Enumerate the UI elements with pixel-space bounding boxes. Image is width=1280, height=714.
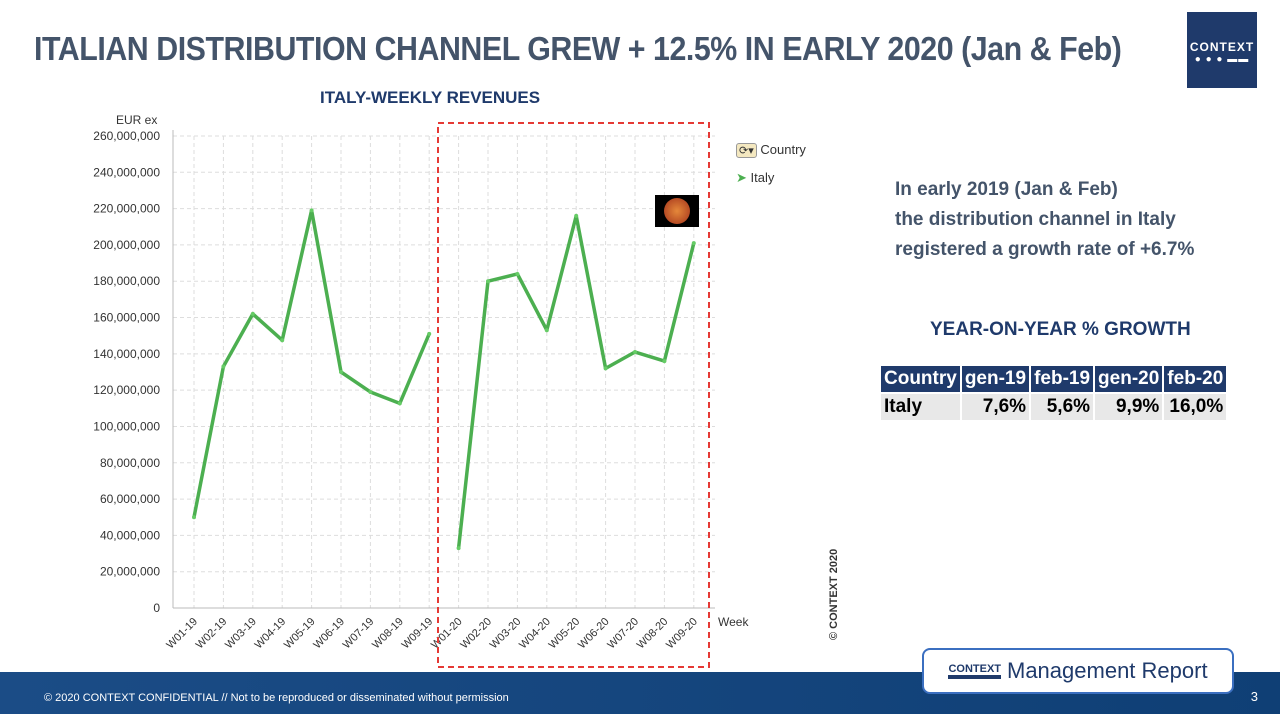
data-point <box>192 515 196 520</box>
x-tick-label: W01-20 <box>429 616 465 652</box>
data-point <box>515 271 520 276</box>
series-marker-icon: ➤ <box>736 170 747 185</box>
x-tick-label: W02-19 <box>194 616 230 652</box>
data-point <box>250 311 255 316</box>
x-tick-label: W03-19 <box>223 616 259 652</box>
yoy-table: Country gen-19 feb-19 gen-20 feb-20 Italy 7,6… <box>879 364 1229 422</box>
x-tick-label: W09-20 <box>664 616 700 652</box>
y-tick-label: 160,000,000 <box>93 311 160 325</box>
growth-note: In early 2019 (Jan & Feb) the distributio… <box>895 179 1195 260</box>
context-logo: CONTEXT ● ● ● ▬▬ <box>1187 12 1257 88</box>
y-tick-label: 40,000,000 <box>100 528 160 542</box>
data-point <box>603 366 608 371</box>
y-tick-label: 200,000,000 <box>93 238 160 252</box>
y-tick-label: 240,000,000 <box>93 165 160 179</box>
x-axis-label: Week <box>718 615 749 629</box>
data-point <box>544 328 549 333</box>
x-tick-label: W08-20 <box>635 616 671 652</box>
data-point <box>662 359 667 364</box>
x-tick-label: W05-20 <box>547 616 583 652</box>
highlight-box-2020 <box>437 122 710 668</box>
y-tick-label: 260,000,000 <box>93 129 160 143</box>
page-number: 3 <box>1250 689 1258 704</box>
y-tick-label: 140,000,000 <box>93 347 160 361</box>
y-tick-label: 180,000,000 <box>93 274 160 288</box>
y-tick-label: 100,000,000 <box>93 419 160 433</box>
x-tick-label: W06-20 <box>576 616 612 652</box>
table-row: Italy 7,6% 5,6% 9,9% 16,0% <box>879 392 1229 422</box>
chart-title: ITALY-WEEKLY REVENUES <box>320 88 541 107</box>
data-point <box>633 350 637 355</box>
data-point <box>691 241 696 246</box>
data-point <box>427 331 432 336</box>
data-point <box>574 213 579 218</box>
data-point <box>280 338 285 343</box>
x-tick-label: W06-19 <box>311 616 347 652</box>
data-point <box>456 546 461 551</box>
x-tick-label: W05-19 <box>282 616 318 652</box>
y-tick-label: 120,000,000 <box>93 383 160 397</box>
y-tick-label: 80,000,000 <box>100 456 160 470</box>
data-point <box>309 208 314 213</box>
data-point <box>486 279 490 284</box>
y-tick-label: 220,000,000 <box>93 202 160 216</box>
x-tick-label: W09-19 <box>400 616 436 652</box>
y-axis-label: EUR ex <box>116 113 157 127</box>
country-dropdown-icon[interactable]: ⟳▾ <box>736 143 757 158</box>
data-point <box>368 389 373 394</box>
y-tick-label: 60,000,000 <box>100 492 160 506</box>
y-tick-label: 0 <box>153 601 160 615</box>
x-tick-label: W08-19 <box>370 616 406 652</box>
management-report-badge: CONTEXT Management Report <box>922 648 1234 694</box>
legend: ⟳▾ Country ➤ Italy <box>736 142 806 185</box>
legend-item: Italy <box>750 170 775 185</box>
x-tick-label: W03-20 <box>488 616 524 652</box>
x-tick-label: W04-20 <box>517 616 553 652</box>
yoy-title: YEAR-ON-YEAR % GROWTH <box>930 319 1191 340</box>
slide-title: ITALIAN DISTRIBUTION CHANNEL GREW + 12.5… <box>34 30 1122 67</box>
x-tick-label: W02-20 <box>458 616 494 652</box>
x-tick-label: W07-19 <box>341 616 377 652</box>
x-tick-label: W01-19 <box>164 616 200 652</box>
x-tick-label: W07-20 <box>605 616 641 652</box>
virus-image <box>655 195 699 227</box>
x-tick-label: W04-19 <box>253 616 289 652</box>
data-point <box>221 364 226 369</box>
y-tick-label: 20,000,000 <box>100 565 160 579</box>
data-point <box>397 401 402 406</box>
data-point <box>339 370 343 374</box>
copyright-vertical: © CONTEXT 2020 <box>828 548 840 640</box>
